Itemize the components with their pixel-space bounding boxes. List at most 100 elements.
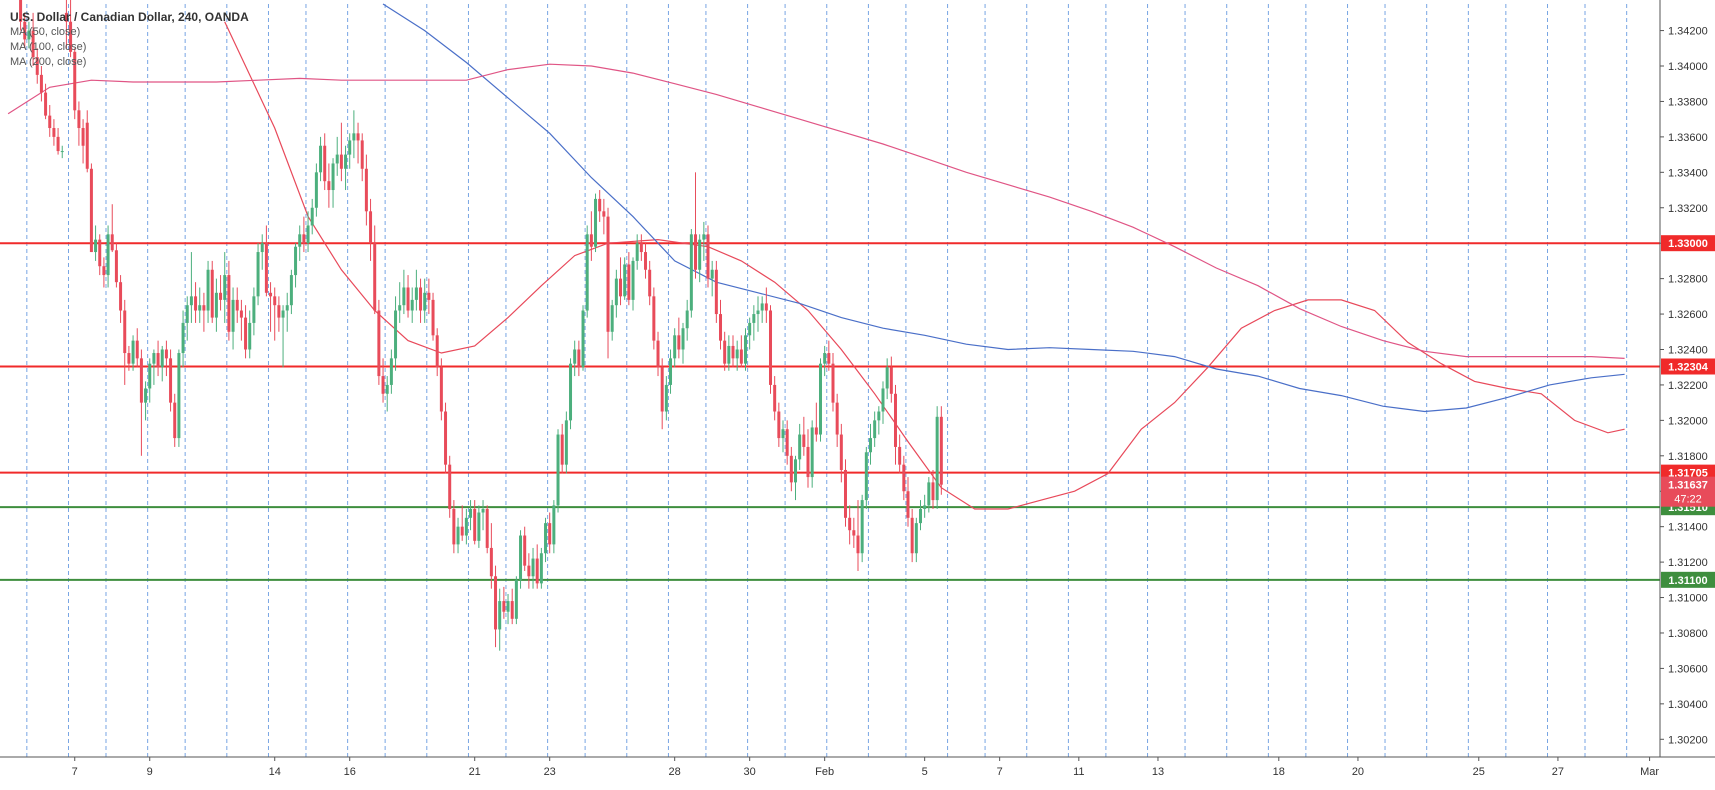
candle-body <box>98 239 102 267</box>
candle-body <box>294 246 298 276</box>
price-tick-label: 1.31000 <box>1668 593 1708 605</box>
candle <box>548 512 552 554</box>
candle-body <box>277 305 281 318</box>
candle-body <box>110 234 114 251</box>
time-axis[interactable]: 7 9 14 16 21 23 28 30 Feb 5 7 11 13 18 20 25 27 Mar <box>0 756 1715 778</box>
candle-body <box>327 181 331 191</box>
candle <box>939 406 943 495</box>
candle <box>85 110 89 173</box>
candle <box>198 287 202 323</box>
candle <box>77 101 81 146</box>
candle <box>852 517 856 548</box>
candle-body <box>681 328 685 350</box>
candle-body <box>264 243 268 293</box>
candle-body <box>414 287 418 300</box>
candle <box>527 553 531 589</box>
candle <box>619 257 623 306</box>
candle <box>814 402 818 442</box>
candle <box>723 331 727 371</box>
candle-body <box>577 349 581 368</box>
candle <box>281 305 285 368</box>
candle-body <box>602 211 606 217</box>
candle <box>231 287 235 350</box>
candle-body <box>673 335 677 359</box>
candle <box>898 434 902 474</box>
candle-body <box>119 282 123 311</box>
price-level-tag <box>1661 571 1715 588</box>
candle <box>652 287 656 350</box>
horizontal-levels <box>0 242 1660 581</box>
candle-body <box>906 491 910 518</box>
candle-body <box>169 358 173 403</box>
candle-body <box>535 558 539 584</box>
candle <box>460 505 464 541</box>
candle-body <box>556 434 560 506</box>
candle-body <box>931 482 935 501</box>
candle <box>802 416 806 456</box>
candle-body <box>102 266 106 276</box>
candle <box>352 110 356 159</box>
candle <box>273 287 277 341</box>
candle-body <box>802 434 806 447</box>
price-axis[interactable]: 1.30200 1.30400 1.30600 1.30800 1.31000 1.312… <box>1659 0 1708 757</box>
indicator-ma-100[interactable]: MA (100, close) <box>10 41 87 53</box>
candle <box>23 12 27 49</box>
candle <box>710 260 714 297</box>
candle <box>935 406 939 509</box>
candle <box>752 305 756 341</box>
candle <box>269 282 273 332</box>
candle-body <box>848 517 852 531</box>
candle <box>164 340 168 377</box>
indicator-ma-200[interactable]: MA (200, close) <box>10 56 87 68</box>
candle-body <box>19 0 23 22</box>
candle-body <box>94 239 98 253</box>
candle-body <box>873 420 877 439</box>
candle-body <box>23 21 27 40</box>
candle <box>798 423 802 470</box>
candle-body <box>181 322 185 354</box>
candle <box>248 310 252 359</box>
chart-legend: U.S. Dollar / Canadian Dollar, 240, OAND… <box>10 10 249 70</box>
candle-body <box>348 140 352 155</box>
candle-body <box>769 310 773 385</box>
candle <box>544 517 548 563</box>
candle-body <box>152 353 156 364</box>
grid-lines <box>26 4 1628 757</box>
candle-body <box>927 482 931 506</box>
candle-body <box>189 296 193 306</box>
candle-body <box>764 303 768 311</box>
candle-body <box>419 287 423 311</box>
candle-body <box>185 305 189 323</box>
candle-body <box>289 275 293 306</box>
candle-body <box>206 269 210 311</box>
candle-body <box>777 411 781 439</box>
candle-body <box>219 292 223 300</box>
candle-body <box>627 264 631 300</box>
candle-body <box>677 335 681 350</box>
candle-body <box>339 154 343 169</box>
candle <box>39 66 43 102</box>
candle-body <box>394 310 398 359</box>
candle-body <box>727 345 731 364</box>
candle-body <box>73 51 77 111</box>
candle <box>414 269 418 311</box>
candle-body <box>814 427 818 435</box>
candle <box>127 345 131 371</box>
candle-body <box>252 296 256 323</box>
candle <box>156 340 160 377</box>
candle-body <box>260 243 264 253</box>
candle-body <box>544 523 548 554</box>
candle-body <box>477 512 481 541</box>
candle <box>781 420 785 453</box>
indicator-ma-50[interactable]: MA (50, close) <box>10 26 81 38</box>
candle-body <box>139 358 143 403</box>
candle-body <box>435 335 439 368</box>
candle <box>719 299 723 350</box>
price-tick-label: 1.34000 <box>1668 61 1708 73</box>
price-level-label: 1.31510 <box>1668 502 1708 514</box>
candle <box>535 544 539 589</box>
candle-body <box>402 287 406 306</box>
candle-body <box>460 526 464 536</box>
